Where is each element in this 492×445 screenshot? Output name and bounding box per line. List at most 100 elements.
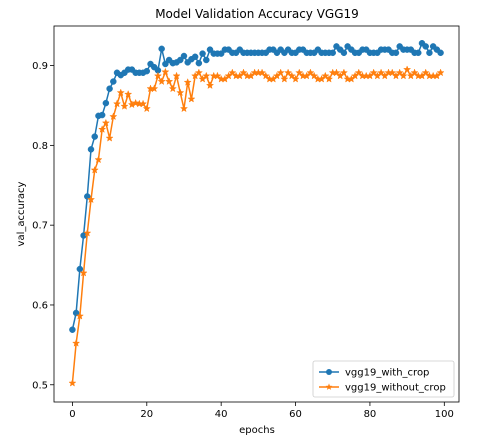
data-point	[109, 112, 118, 121]
data-point	[436, 68, 445, 77]
data-point	[98, 125, 107, 133]
data-point	[426, 49, 433, 57]
data-point	[421, 68, 430, 77]
data-point	[410, 68, 419, 77]
data-point	[164, 77, 174, 86]
data-point	[157, 77, 166, 86]
data-point	[183, 78, 192, 86]
data-point	[306, 68, 315, 77]
data-point	[142, 104, 151, 113]
data-point	[116, 88, 125, 97]
data-point	[324, 74, 334, 83]
data-point	[403, 65, 412, 74]
data-point	[176, 88, 185, 97]
plot-area: 0 20 40 60 80 100 0.5 0.6 0.7 0.8 0.9 vgg19_with_cr…	[32, 25, 460, 420]
data-point	[321, 71, 330, 80]
data-point	[84, 193, 91, 200]
data-point	[287, 71, 296, 80]
data-point	[354, 68, 363, 77]
x-tick-label: 80	[364, 409, 377, 420]
data-point	[202, 71, 211, 80]
data-point	[213, 71, 222, 80]
data-point	[101, 118, 110, 127]
data-point	[72, 309, 80, 317]
x-tick-label: 0	[69, 409, 75, 420]
data-point	[75, 311, 84, 320]
data-point	[124, 89, 133, 98]
data-point	[195, 59, 203, 67]
data-point	[172, 71, 181, 80]
data-point	[203, 56, 210, 64]
data-point	[276, 68, 285, 77]
data-point	[177, 56, 184, 64]
data-point	[179, 104, 189, 113]
data-point	[102, 99, 110, 107]
data-point	[395, 68, 404, 77]
y-axis-label: val_accuracy	[16, 181, 27, 246]
data-point	[187, 94, 196, 103]
data-point	[106, 85, 113, 92]
data-point	[105, 133, 114, 142]
data-point	[392, 49, 400, 57]
legend-marker	[325, 383, 333, 390]
data-point	[388, 68, 397, 77]
data-point	[376, 68, 386, 77]
series-vgg19_with_crop	[69, 39, 444, 333]
y-tick-label: 0.5	[32, 380, 48, 391]
plot-frame	[53, 25, 460, 403]
data-point	[168, 84, 177, 93]
x-tick-label: 40	[215, 409, 228, 420]
data-point	[110, 78, 117, 85]
data-point	[239, 68, 248, 77]
data-point	[180, 52, 188, 60]
data-point	[257, 68, 267, 77]
data-point	[332, 68, 341, 77]
y-tick-label: 0.8	[32, 141, 48, 152]
data-point	[191, 53, 199, 61]
data-point	[72, 338, 81, 347]
data-point	[228, 68, 237, 77]
chart-title: Model Validation Accuracy VGG19	[155, 7, 359, 21]
x-tick-label: 20	[140, 409, 153, 420]
series-line	[71, 68, 442, 384]
series-line	[71, 41, 442, 330]
x-axis-label: epochs	[239, 425, 275, 436]
data-point	[217, 50, 225, 57]
data-point	[399, 71, 408, 80]
data-point	[83, 228, 92, 237]
data-point	[120, 101, 129, 110]
data-point	[205, 81, 215, 90]
legend-marker	[326, 369, 332, 375]
data-point	[261, 71, 270, 80]
data-point	[162, 60, 169, 68]
data-point	[280, 74, 289, 83]
series-vgg19_without_crop	[68, 65, 445, 387]
data-point	[94, 155, 103, 164]
data-point	[112, 99, 122, 108]
y-tick-label: 0.9	[32, 61, 48, 72]
data-point	[284, 68, 293, 77]
data-point	[90, 165, 99, 174]
data-point	[415, 49, 422, 57]
data-point	[98, 111, 106, 119]
data-point	[138, 99, 148, 108]
data-point	[86, 195, 96, 204]
data-point	[143, 67, 151, 75]
data-point	[194, 68, 203, 77]
data-point	[153, 71, 163, 80]
data-point	[69, 326, 76, 333]
data-point	[150, 84, 159, 93]
data-point	[422, 43, 429, 50]
data-point	[369, 68, 378, 77]
x-tick-label: 60	[289, 409, 302, 420]
data-point	[329, 49, 336, 57]
legend: vgg19_with_crop vgg19_without_crop	[312, 360, 455, 398]
data-point	[339, 68, 349, 77]
data-point	[340, 49, 348, 57]
data-point	[437, 49, 444, 57]
data-point	[68, 378, 77, 387]
data-point	[310, 71, 319, 80]
data-point	[295, 68, 304, 77]
legend-label: vgg19_with_crop	[345, 368, 429, 379]
